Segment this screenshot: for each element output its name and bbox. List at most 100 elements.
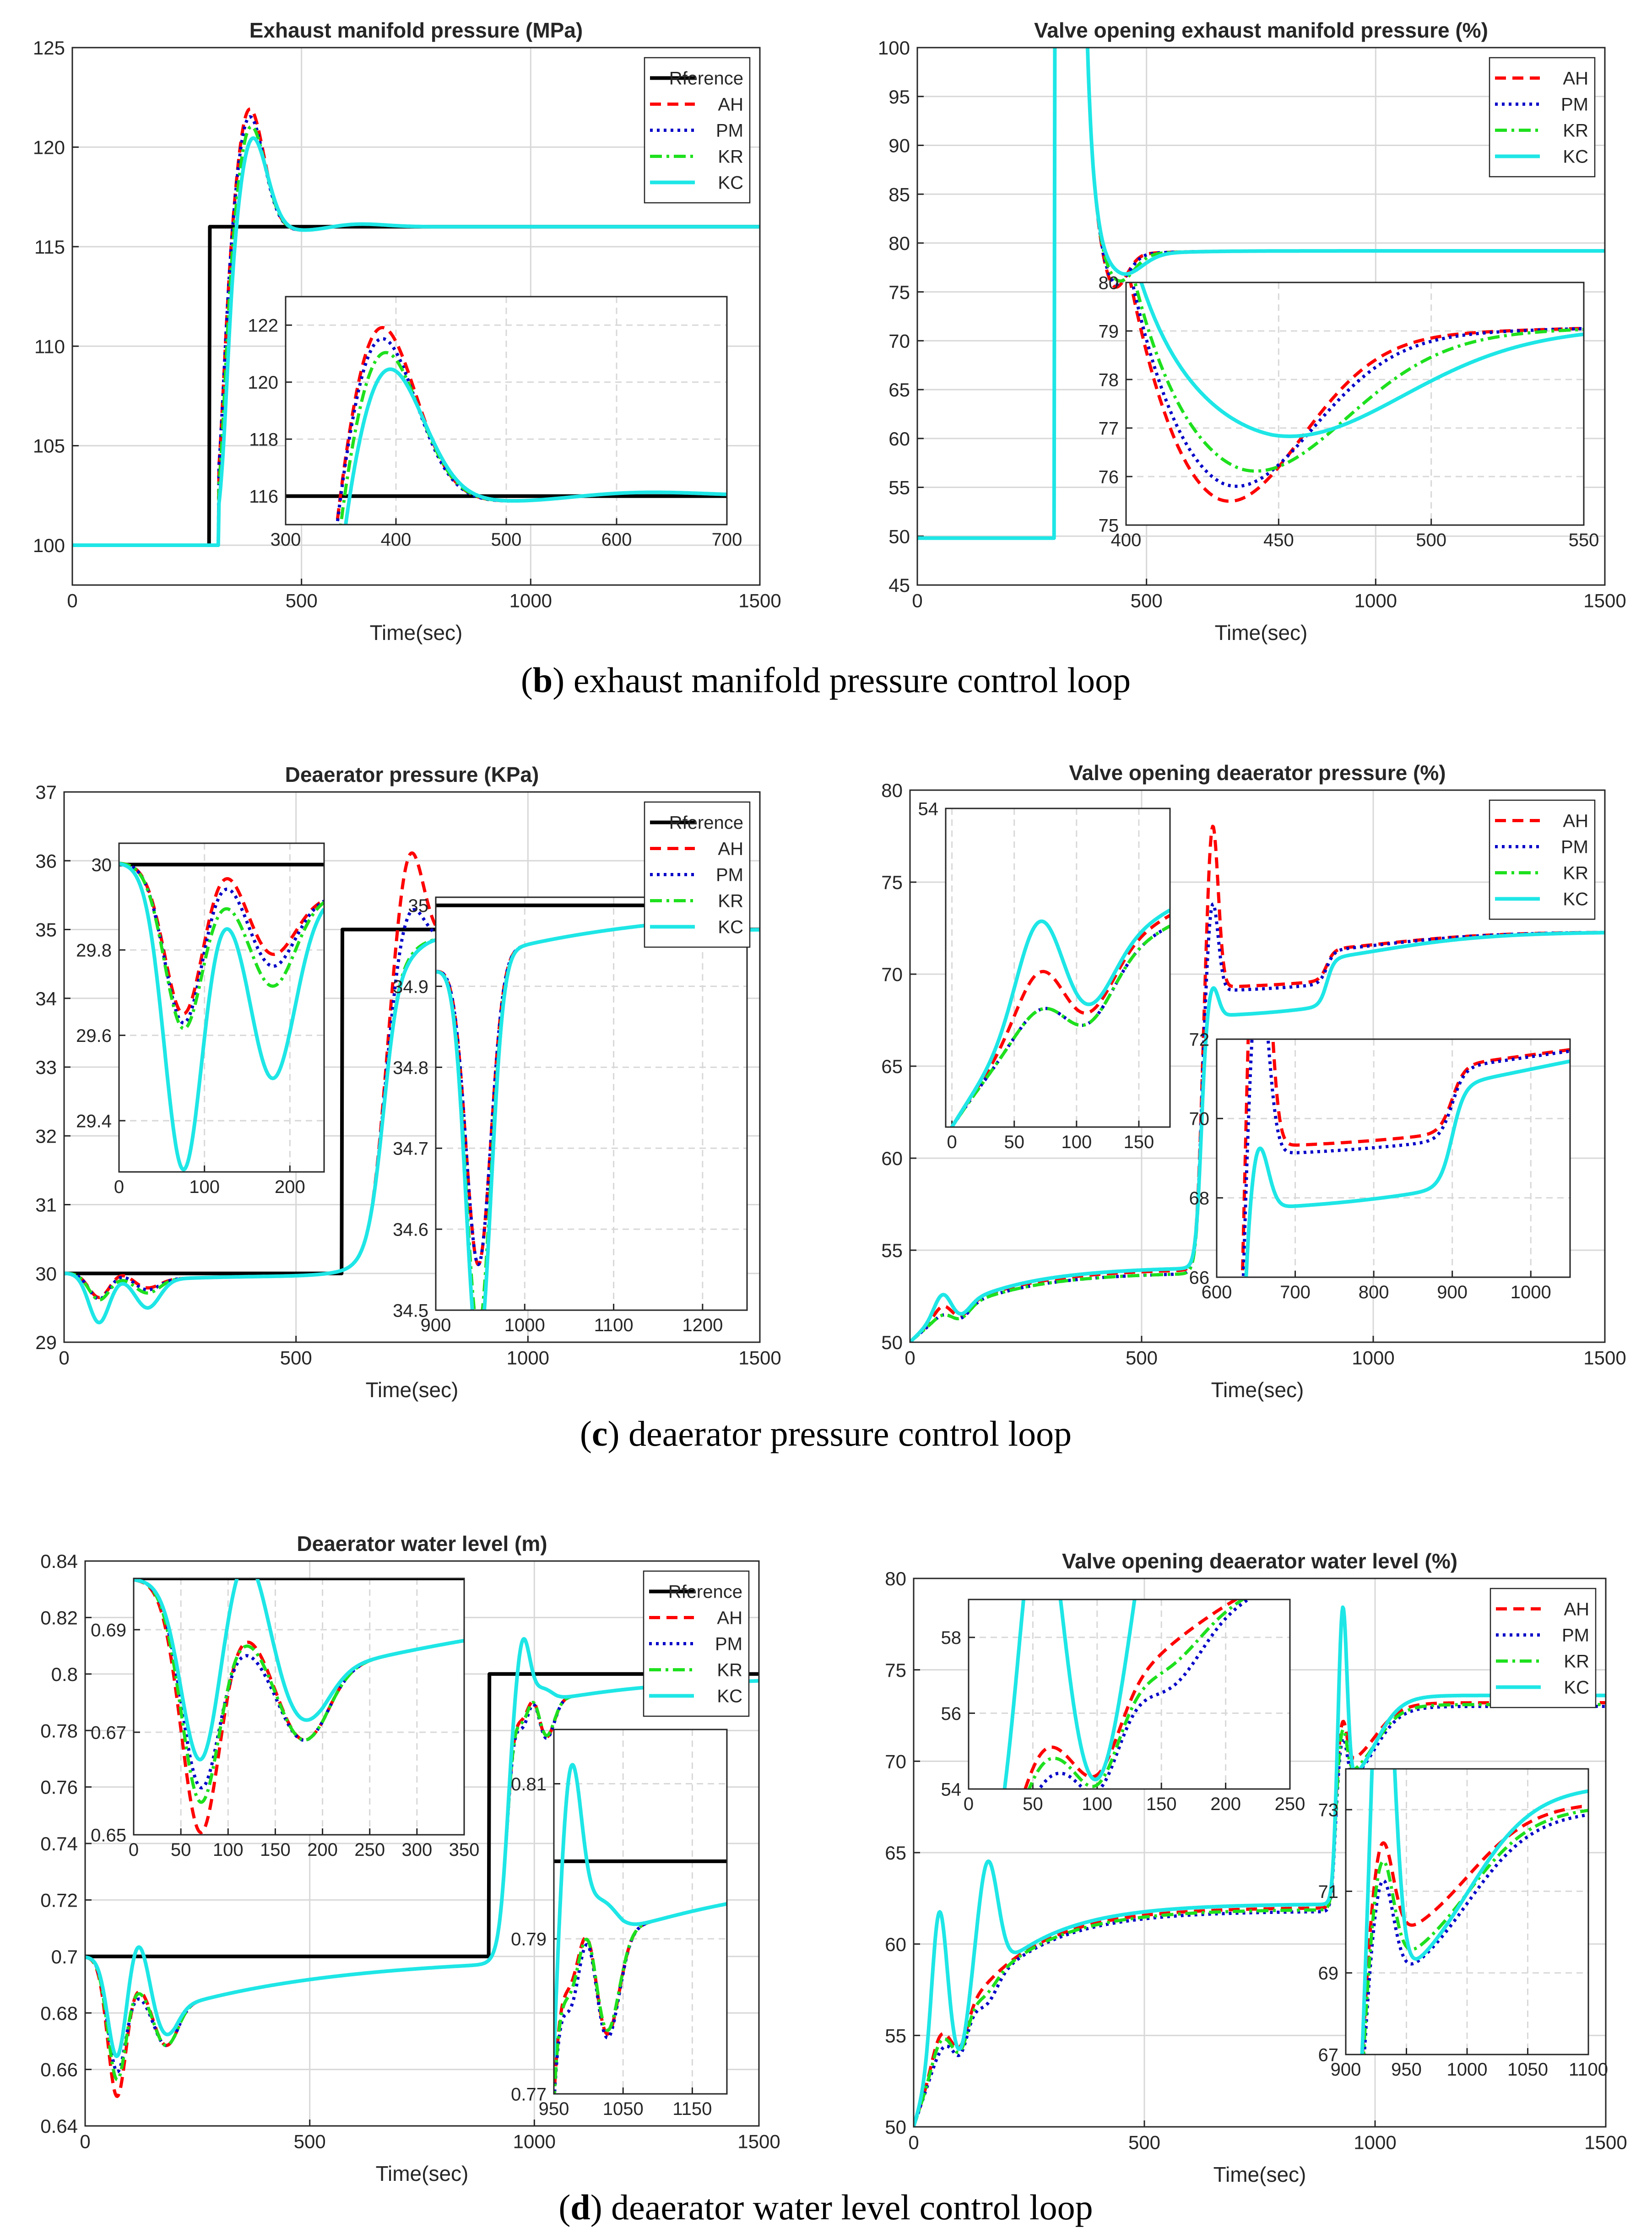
x-tick-label: 0: [905, 1347, 915, 1368]
x-tick-label: 1100: [594, 1315, 634, 1335]
series-line-kc: [910, 931, 1605, 1342]
y-tick-label: 105: [33, 435, 65, 457]
x-tick-label: 0: [908, 2131, 919, 2153]
x-tick-label: 1500: [738, 590, 781, 611]
x-tick-label: 500: [1128, 2131, 1160, 2153]
y-tick-label: 78: [1099, 370, 1119, 390]
x-tick-label: 0: [964, 1794, 974, 1814]
y-tick-label: 70: [888, 330, 910, 352]
x-tick-label: 500: [286, 590, 318, 611]
legend-label-kc: KC: [1563, 147, 1588, 167]
series-line-kc: [554, 1763, 727, 2057]
chart-title: Valve opening deaerator water level (%): [1062, 1549, 1457, 1573]
y-tick-label: 36: [35, 850, 57, 872]
x-tick-label: 900: [421, 1315, 451, 1335]
x-tick-label: 1500: [737, 2131, 780, 2152]
y-tick-label: 0.66: [40, 2059, 78, 2081]
chart-title: Deaerator pressure (KPa): [285, 763, 539, 786]
inset-frame: [435, 896, 748, 1311]
y-tick-label: 125: [33, 37, 65, 59]
y-tick-label: 118: [249, 430, 278, 450]
legend-label-kr: KR: [717, 1660, 742, 1681]
legend: Rference AH PM KR KC: [643, 1570, 750, 1717]
axes-frame: [84, 1560, 760, 2127]
y-tick-label: 65: [885, 1842, 906, 1864]
y-tick-label: 0.65: [91, 1825, 126, 1845]
x-tick-label: 900: [1331, 2060, 1361, 2080]
caption-letter: b: [533, 660, 552, 700]
series-line-pm: [1131, 282, 1584, 488]
inset-1: 0 50 100 150 200 250 54 56 58: [941, 1599, 1305, 1814]
series-line-kr: [1027, 1599, 1246, 1789]
inset-1: 0 100 200 29.4 29.6 29.8 30: [76, 842, 325, 1197]
x-tick-label: 1150: [672, 2099, 712, 2119]
y-tick-label: 56: [941, 1704, 962, 1724]
inset-frame: [1125, 282, 1585, 526]
x-tick-label: 500: [280, 1347, 312, 1368]
legend-label-ah: AH: [717, 1608, 742, 1628]
x-axis-label: Time(sec): [1213, 2163, 1306, 2186]
chart-title: Valve opening deaerator pressure (%): [1069, 761, 1446, 785]
x-tick-label: 50: [1023, 1794, 1043, 1814]
y-tick-label: 0.79: [511, 1930, 547, 1950]
x-tick-label: 0: [80, 2131, 90, 2152]
y-tick-label: 100: [878, 37, 910, 59]
legend-label-pm: PM: [1562, 1626, 1589, 1646]
y-tick-label: 95: [888, 86, 910, 108]
legend-label-rference: Rference: [669, 69, 743, 89]
y-tick-label: 65: [888, 379, 910, 401]
y-tick-label: 55: [885, 2025, 906, 2046]
y-tick-label: 120: [33, 137, 65, 158]
legend-box: [643, 1570, 750, 1717]
legend-label-kr: KR: [718, 891, 743, 911]
legend-box: [644, 57, 751, 204]
x-tick-label: 700: [712, 530, 742, 550]
y-tick-label: 34: [35, 988, 57, 1009]
inset-frame: [945, 808, 1171, 1128]
inset-frame: [285, 296, 728, 526]
inset-1: 0 50 100 150 54: [918, 799, 1171, 1152]
inset-1: 400 450 500 550 75 76 77 78 79 80: [1099, 273, 1599, 550]
y-tick-label: 73: [1318, 1800, 1339, 1821]
y-tick-label: 0.84: [40, 1550, 78, 1572]
y-tick-label: 29.6: [76, 1026, 112, 1046]
series-line-kc: [72, 136, 760, 547]
inset-frame: [1345, 1768, 1589, 2055]
series-line-pm: [134, 1578, 464, 1789]
legend-label-pm: PM: [716, 121, 743, 141]
y-tick-label: 34.6: [393, 1220, 428, 1240]
y-tick-label: 0.67: [91, 1723, 126, 1743]
y-tick-label: 75: [885, 1659, 906, 1681]
y-tick-label: 75: [888, 282, 910, 303]
y-tick-label: 66: [1189, 1268, 1210, 1288]
inset-frame: [118, 842, 325, 1173]
y-tick-label: 70: [1189, 1109, 1210, 1129]
x-tick-label: 150: [260, 1840, 291, 1860]
x-tick-label: 150: [1146, 1794, 1177, 1814]
y-tick-label: 110: [34, 336, 65, 357]
y-tick-label: 58: [941, 1628, 962, 1648]
x-tick-label: 700: [1280, 1282, 1311, 1302]
x-tick-label: 200: [1210, 1794, 1241, 1814]
inset-2: 900 1000 1100 1200 34.5 34.6 34.7 34.8 34.9 35: [393, 896, 748, 1335]
x-tick-label: 950: [539, 2099, 569, 2119]
x-tick-label: 1500: [1583, 1347, 1626, 1368]
inset-1: 300 400 500 600 700 116 118 120 122: [248, 296, 742, 550]
y-tick-label: 32: [35, 1125, 57, 1147]
legend-label-pm: PM: [715, 1634, 742, 1654]
y-tick-label: 90: [888, 135, 910, 157]
x-tick-label: 400: [381, 530, 412, 550]
y-tick-label: 29: [35, 1332, 57, 1353]
inset-2: 950 1050 1150 0.77 0.79 0.81: [511, 1729, 728, 2119]
x-tick-label: 100: [1061, 1132, 1092, 1152]
y-tick-label: 75: [881, 872, 903, 893]
x-tick-label: 100: [189, 1177, 220, 1197]
y-tick-label: 68: [1189, 1188, 1210, 1209]
x-tick-label: 1100: [1569, 2060, 1608, 2080]
y-tick-label: 34.8: [393, 1058, 428, 1078]
inset-1: 0 50 100 150 200 250 300 350 0.65 0.67 0.69: [91, 1578, 479, 1860]
x-tick-label: 1000: [1447, 2060, 1488, 2080]
y-tick-label: 54: [918, 799, 939, 819]
axes-frame: [71, 47, 761, 586]
